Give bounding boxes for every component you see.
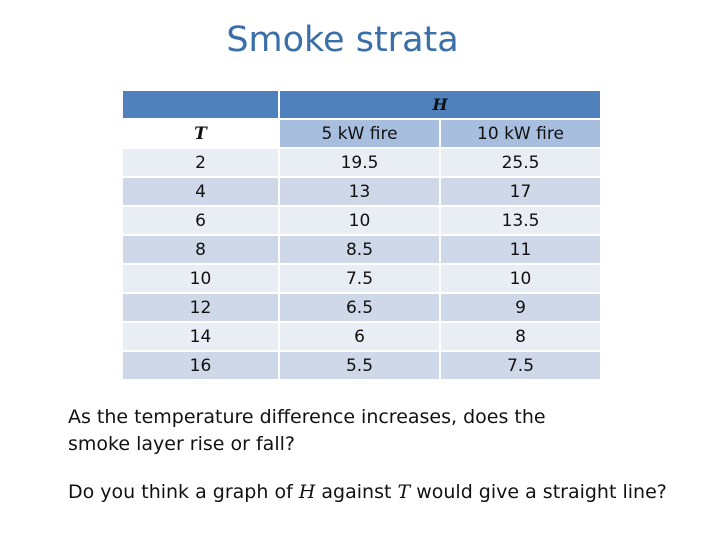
cell-h-5kw: 8.5 <box>278 234 441 265</box>
table-row: 12 6.5 9 <box>121 292 602 323</box>
question-text-part: against <box>315 481 398 503</box>
row-header-t: T <box>121 118 280 149</box>
header-corner-cell <box>121 89 280 120</box>
group-header-h: H <box>278 89 602 120</box>
table-header-row: H <box>121 89 602 120</box>
table-row: 14 6 8 <box>121 321 602 352</box>
cell-h-5kw: 7.5 <box>278 263 441 294</box>
table-row: 10 7.5 10 <box>121 263 602 294</box>
table-row: 2 19.5 25.5 <box>121 147 602 178</box>
cell-t: 8 <box>121 234 280 265</box>
cell-h-5kw: 5.5 <box>278 350 441 381</box>
cell-h-10kw: 10 <box>439 263 602 294</box>
variable-t: T <box>397 481 411 503</box>
table-row: 4 13 17 <box>121 176 602 207</box>
cell-t: 14 <box>121 321 280 352</box>
cell-h-10kw: 17 <box>439 176 602 207</box>
slide-title: Smoke strata <box>226 20 459 60</box>
table-subheader-row: T 5 kW fire 10 kW fire <box>121 118 602 149</box>
col-header-10kw: 10 kW fire <box>439 118 602 149</box>
cell-t: 4 <box>121 176 280 207</box>
table-row: 16 5.5 7.5 <box>121 350 602 381</box>
question-straight-line: Do you think a graph of H against T woul… <box>68 479 718 506</box>
cell-t: 16 <box>121 350 280 381</box>
cell-t: 6 <box>121 205 280 236</box>
cell-t: 12 <box>121 292 280 323</box>
cell-h-10kw: 25.5 <box>439 147 602 178</box>
cell-h-5kw: 13 <box>278 176 441 207</box>
cell-h-5kw: 10 <box>278 205 441 236</box>
table-row: 6 10 13.5 <box>121 205 602 236</box>
col-header-5kw: 5 kW fire <box>278 118 441 149</box>
cell-t: 2 <box>121 147 280 178</box>
cell-h-5kw: 6.5 <box>278 292 441 323</box>
cell-h-10kw: 9 <box>439 292 602 323</box>
cell-t: 10 <box>121 263 280 294</box>
question-rise-or-fall: As the temperature difference increases,… <box>68 406 546 455</box>
variable-h: H <box>298 481 316 503</box>
table-row: 8 8.5 11 <box>121 234 602 265</box>
cell-h-10kw: 8 <box>439 321 602 352</box>
cell-h-10kw: 7.5 <box>439 350 602 381</box>
question-text-part: Do you think a graph of <box>68 481 299 503</box>
cell-h-10kw: 11 <box>439 234 602 265</box>
cell-h-5kw: 6 <box>278 321 441 352</box>
cell-h-5kw: 19.5 <box>278 147 441 178</box>
cell-h-10kw: 13.5 <box>439 205 602 236</box>
question-text-part: would give a straight line? <box>410 481 667 503</box>
smoke-strata-table: H T 5 kW fire 10 kW fire 2 19.5 25.5 4 1… <box>121 89 602 381</box>
